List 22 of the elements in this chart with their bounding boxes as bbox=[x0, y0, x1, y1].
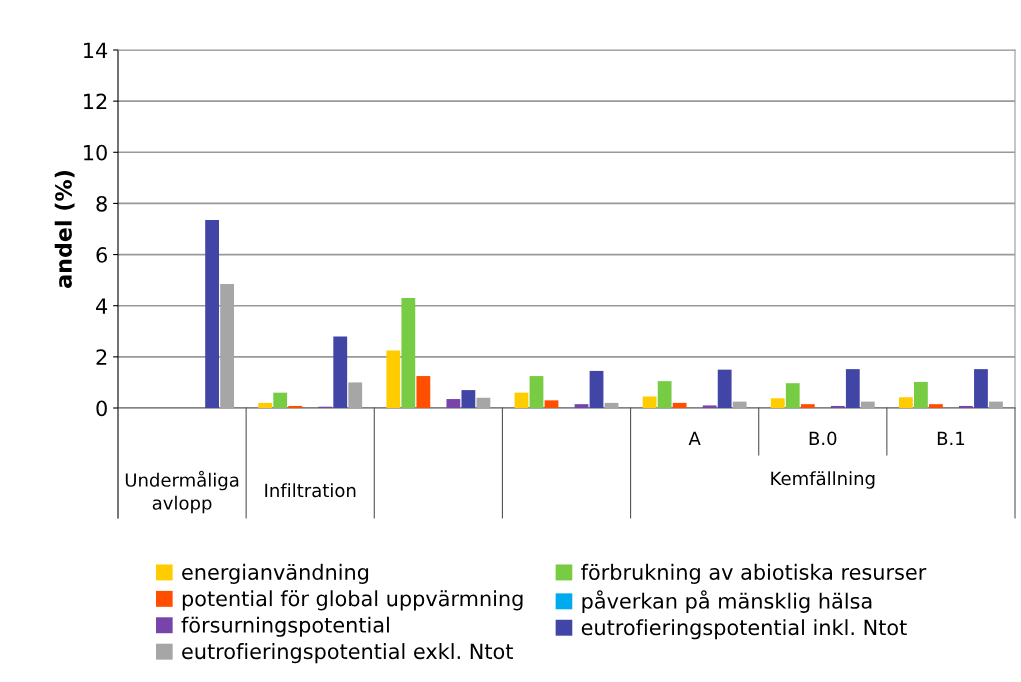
legend-label: potential för global uppvärmning bbox=[182, 590, 523, 611]
y-tick-label: 14 bbox=[84, 42, 108, 58]
legend-label: energianvändning bbox=[182, 563, 369, 585]
legend-label: försurningspotential bbox=[181, 616, 389, 637]
x-tick-label: A bbox=[688, 431, 701, 445]
legend-label: förbrukning av abiotiska resurser bbox=[581, 563, 927, 585]
text: Kemfällning bbox=[771, 471, 875, 489]
x-tick-label: B.0 bbox=[809, 431, 837, 446]
legend-label: eutrofieringspotential exkl. Ntot bbox=[182, 643, 513, 664]
y-axis-title: andel (%) bbox=[54, 171, 75, 288]
x-tick-label: B.1 bbox=[937, 431, 965, 445]
y-tick-label: 0 bbox=[96, 400, 107, 417]
y-tick-label: 2 bbox=[96, 349, 107, 365]
legend-label: eutrofieringspotential inkl. Ntot bbox=[581, 619, 907, 640]
y-tick-label: 10 bbox=[84, 144, 107, 161]
y-tick-label: 8 bbox=[96, 195, 107, 212]
y-tick-label: 4 bbox=[96, 298, 108, 314]
legend-label: påverkan på mänsklig hälsa bbox=[582, 590, 872, 613]
y-tick-label: 12 bbox=[84, 93, 107, 110]
x-tick-label: Infiltration bbox=[265, 483, 356, 498]
y-tick-label: 6 bbox=[96, 247, 107, 263]
x-tick-label: Undermåliga avlopp bbox=[125, 470, 239, 514]
